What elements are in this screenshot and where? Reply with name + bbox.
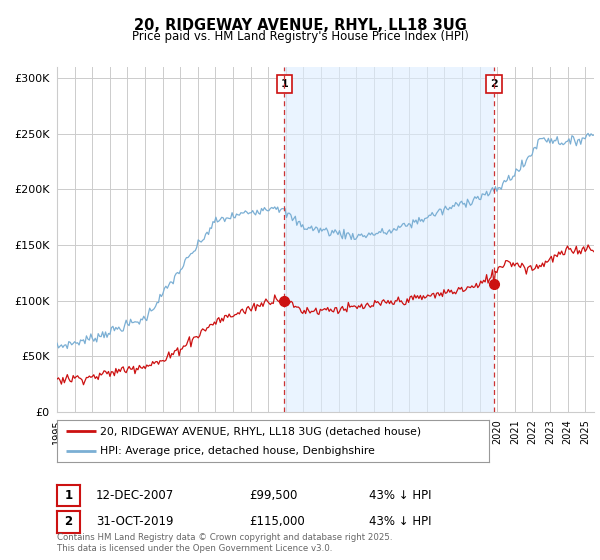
Text: 20, RIDGEWAY AVENUE, RHYL, LL18 3UG: 20, RIDGEWAY AVENUE, RHYL, LL18 3UG bbox=[134, 18, 466, 32]
Text: £99,500: £99,500 bbox=[249, 489, 298, 502]
Text: 20, RIDGEWAY AVENUE, RHYL, LL18 3UG (detached house): 20, RIDGEWAY AVENUE, RHYL, LL18 3UG (det… bbox=[100, 426, 421, 436]
Text: 12-DEC-2007: 12-DEC-2007 bbox=[96, 489, 174, 502]
Text: 1: 1 bbox=[281, 79, 289, 89]
Text: £115,000: £115,000 bbox=[249, 515, 305, 529]
Text: 43% ↓ HPI: 43% ↓ HPI bbox=[369, 515, 431, 529]
Text: 31-OCT-2019: 31-OCT-2019 bbox=[96, 515, 173, 529]
Text: 43% ↓ HPI: 43% ↓ HPI bbox=[369, 489, 431, 502]
Bar bbox=[284, 67, 494, 412]
Text: 2: 2 bbox=[64, 515, 73, 529]
Text: 2: 2 bbox=[490, 79, 498, 89]
Text: HPI: Average price, detached house, Denbighshire: HPI: Average price, detached house, Denb… bbox=[100, 446, 375, 456]
Text: Price paid vs. HM Land Registry's House Price Index (HPI): Price paid vs. HM Land Registry's House … bbox=[131, 30, 469, 43]
Text: Contains HM Land Registry data © Crown copyright and database right 2025.
This d: Contains HM Land Registry data © Crown c… bbox=[57, 533, 392, 553]
Text: 1: 1 bbox=[64, 489, 73, 502]
